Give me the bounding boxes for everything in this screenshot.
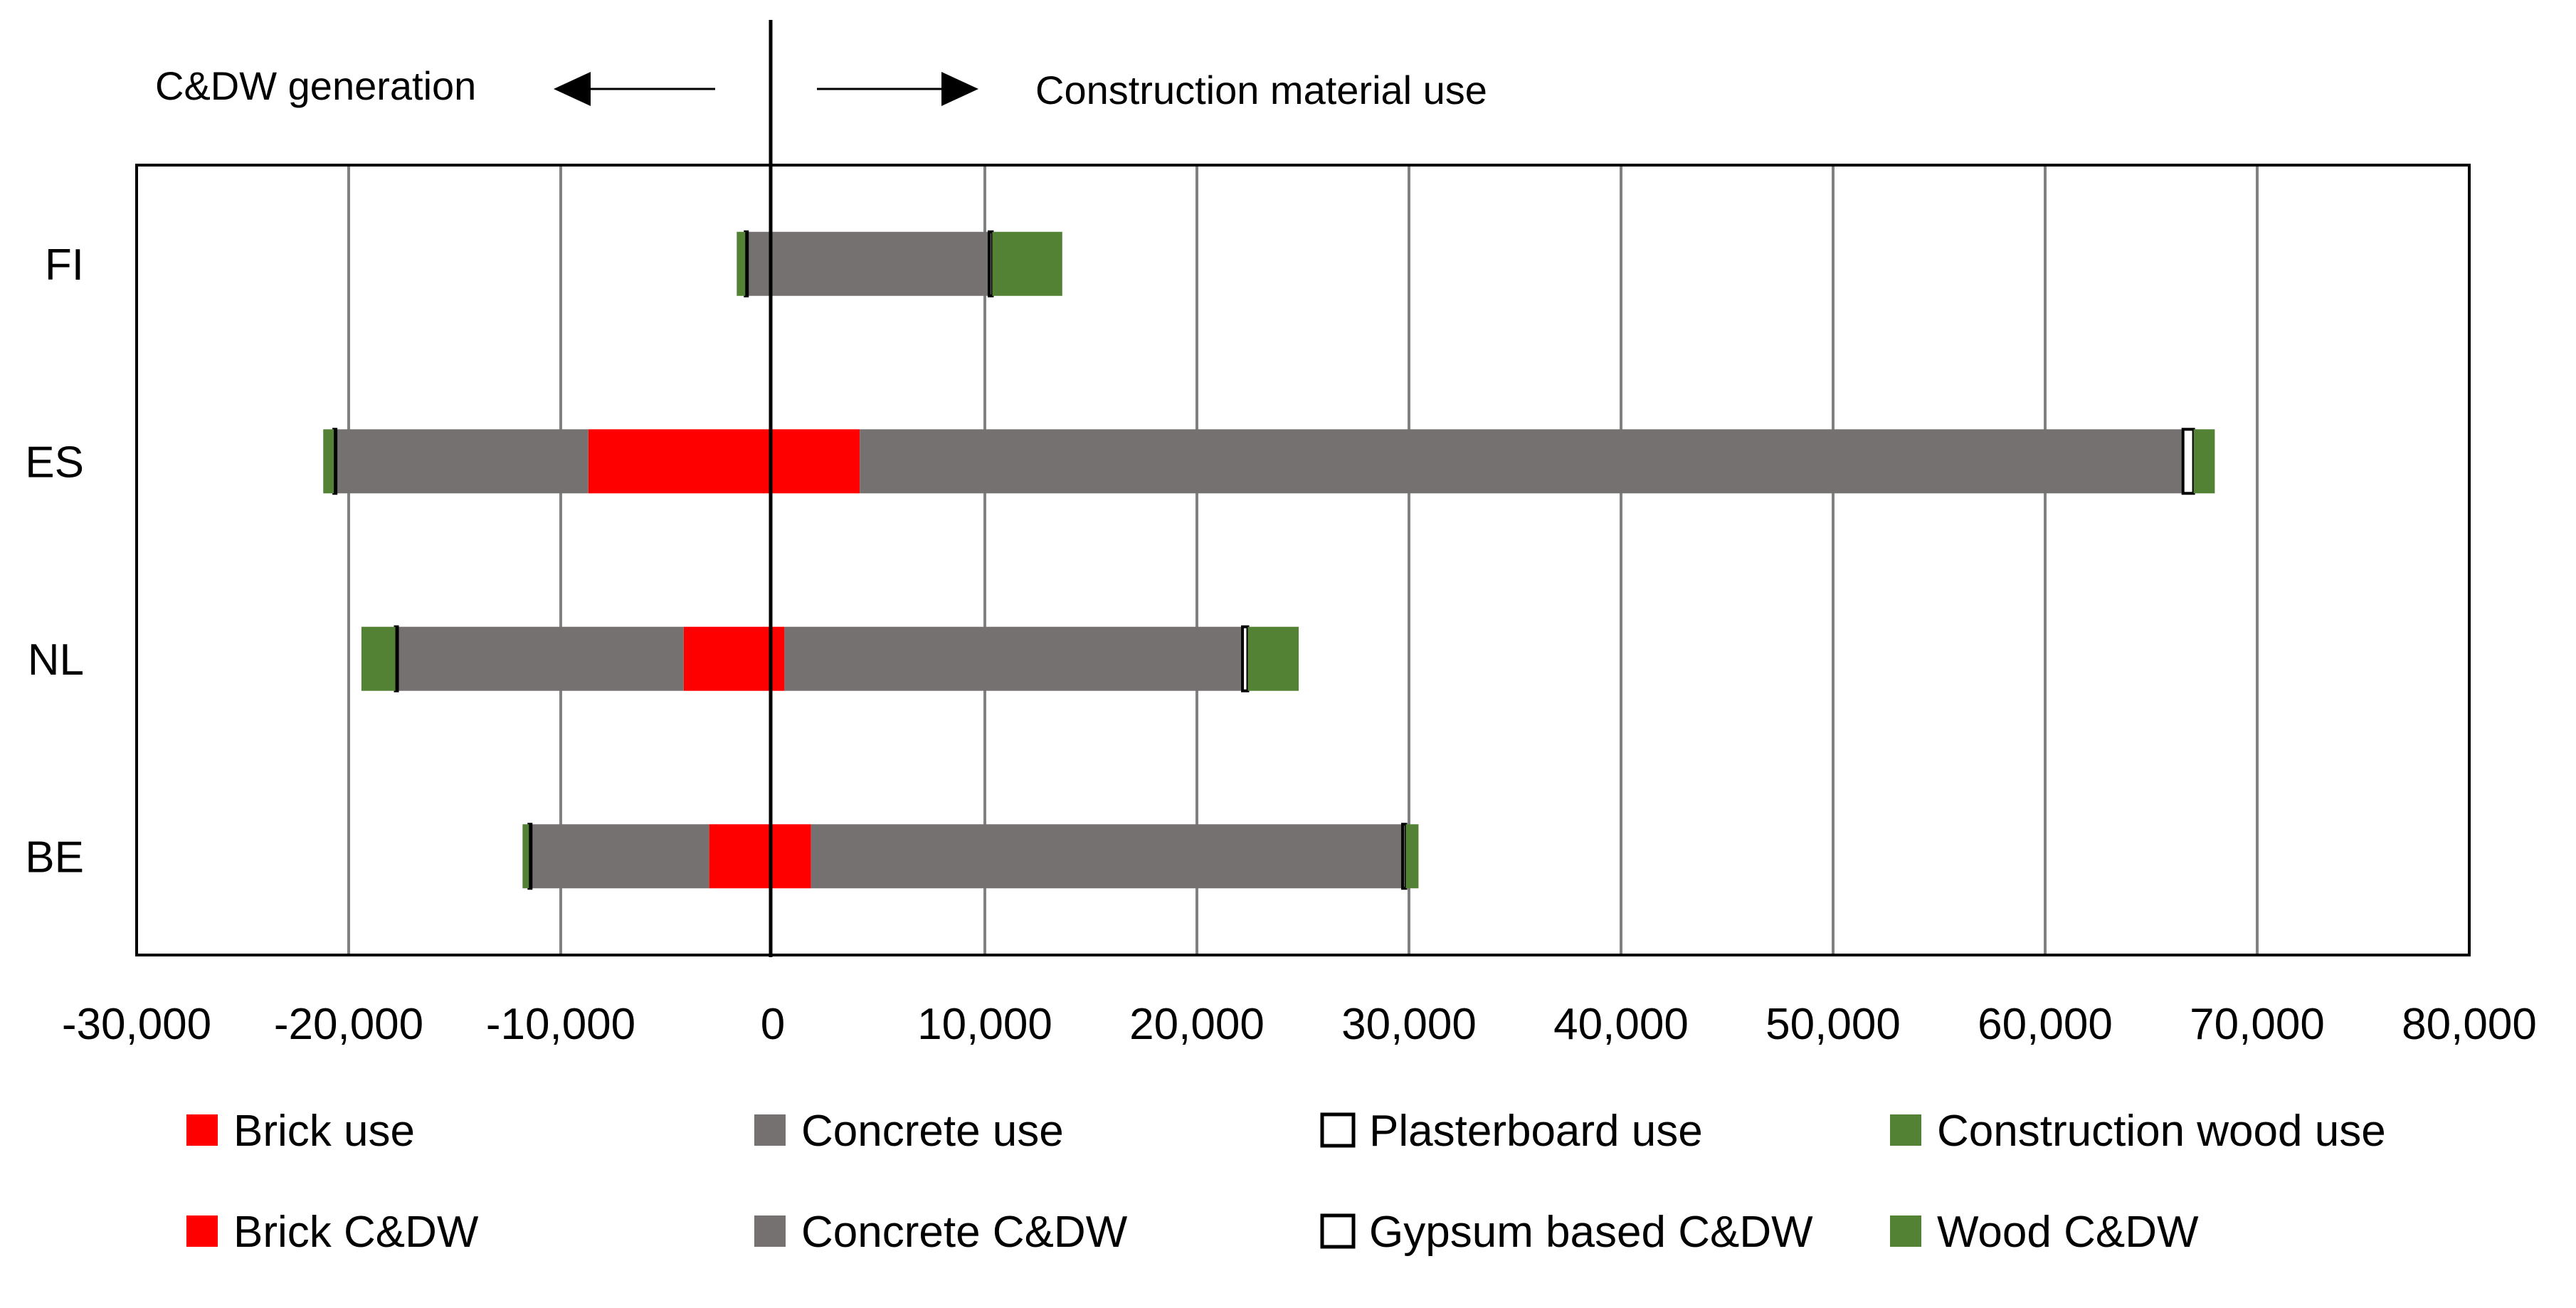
x-tick-label: -30,000 [62, 1000, 211, 1049]
legend-swatch [1320, 1112, 1356, 1148]
bar-segment [987, 230, 994, 297]
grid-lines [347, 165, 2259, 955]
x-tick-label: 0 [761, 1000, 785, 1049]
bar-segment [361, 626, 396, 691]
x-tick-label: 60,000 [1978, 1000, 2113, 1049]
bar-segment [773, 429, 860, 494]
arrow-right-icon [817, 72, 978, 106]
legend-swatch [1890, 1215, 1921, 1247]
bar-segment [737, 231, 746, 296]
bar-segment [397, 626, 684, 691]
category-labels: FI ES NL BE [25, 241, 84, 882]
x-tick-label: 50,000 [1765, 1000, 1901, 1049]
bar-segment [744, 230, 749, 297]
bar-segment [394, 625, 399, 692]
arrow-left-icon [554, 72, 715, 106]
bar-segment [992, 231, 1062, 296]
legend-swatch [754, 1114, 786, 1146]
bar-segment [811, 824, 1403, 889]
bar-segment [860, 429, 2183, 494]
category-label: BE [25, 833, 84, 882]
direction-label-right: Construction material use [1035, 68, 1487, 112]
x-tick-label: 20,000 [1129, 1000, 1265, 1049]
bar-segment [336, 429, 588, 494]
plot-area-frame [135, 164, 2471, 956]
bar-segment [683, 626, 773, 691]
bar-segment [1401, 823, 1408, 890]
bar-segment [588, 429, 773, 494]
bar-segment [522, 824, 529, 889]
legend-label: Concrete C&DW [801, 1208, 1128, 1257]
bar-segment [709, 824, 773, 889]
legend-label: Wood C&DW [1937, 1208, 2199, 1257]
category-label: ES [25, 438, 84, 487]
category-label: FI [45, 241, 84, 290]
legend-label: Concrete use [801, 1107, 1064, 1156]
category-label: NL [28, 635, 84, 685]
legend-label: Brick C&DW [233, 1208, 479, 1257]
legend-swatch [186, 1114, 218, 1146]
legend: Brick use Concrete use Plasterboard use Con… [186, 1107, 2386, 1257]
bar-segment [2193, 429, 2215, 494]
x-tick-label: -20,000 [274, 1000, 423, 1049]
bar-segment [773, 824, 811, 889]
legend-swatch [754, 1215, 786, 1247]
legend-swatch [186, 1215, 218, 1247]
bar-segment [1241, 625, 1250, 692]
bar-segment [1405, 824, 1419, 889]
legend-label: Construction wood use [1937, 1107, 2386, 1156]
bar-segment [747, 231, 773, 296]
legend-swatch [1890, 1114, 1921, 1146]
legend-swatch [1320, 1213, 1356, 1249]
legend-label: Brick use [233, 1107, 415, 1156]
bar-segment [527, 823, 533, 890]
direction-label-left: C&DW generation [155, 63, 476, 108]
bar-segment [531, 824, 709, 889]
bar-segment [1247, 626, 1299, 691]
bars [323, 230, 2215, 890]
x-tick-label: 30,000 [1341, 1000, 1477, 1049]
x-tick-label: 80,000 [2402, 1000, 2537, 1049]
bar-segment [773, 626, 785, 691]
bar-segment [2181, 428, 2195, 495]
bar-segment [784, 626, 1243, 691]
x-tick-label: 10,000 [917, 1000, 1052, 1049]
legend-label: Plasterboard use [1369, 1107, 1703, 1156]
x-tick-label: 70,000 [2190, 1000, 2325, 1049]
bar-segment [323, 429, 334, 494]
x-tick-label: 40,000 [1553, 1000, 1689, 1049]
bar-segment [332, 428, 338, 495]
x-axis-tick-labels: -30,000 -20,000 -10,000 0 10,000 20,000 30,000… [62, 1000, 2537, 1049]
bar-segment [773, 231, 989, 296]
legend-label: Gypsum based C&DW [1369, 1208, 1813, 1257]
x-tick-label: -10,000 [486, 1000, 635, 1049]
